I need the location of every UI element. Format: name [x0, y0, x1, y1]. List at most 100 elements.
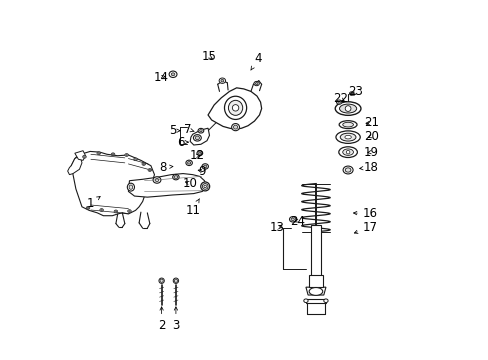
- Text: 22: 22: [332, 92, 347, 105]
- Polygon shape: [71, 152, 154, 216]
- Bar: [310, 225, 320, 276]
- Ellipse shape: [128, 210, 130, 212]
- Ellipse shape: [171, 73, 175, 76]
- Ellipse shape: [289, 217, 295, 222]
- Ellipse shape: [114, 210, 118, 213]
- Text: 24: 24: [289, 215, 304, 228]
- Ellipse shape: [340, 133, 355, 141]
- Ellipse shape: [124, 154, 128, 157]
- Ellipse shape: [203, 165, 206, 168]
- Ellipse shape: [83, 156, 85, 157]
- Ellipse shape: [127, 183, 134, 191]
- Text: 18: 18: [359, 161, 378, 174]
- Text: 8: 8: [159, 161, 173, 174]
- Bar: [308, 275, 323, 287]
- Ellipse shape: [199, 130, 202, 132]
- Text: 20: 20: [363, 130, 378, 143]
- Ellipse shape: [195, 136, 199, 140]
- Ellipse shape: [98, 153, 100, 154]
- Text: 16: 16: [353, 207, 377, 220]
- Text: 15: 15: [202, 50, 217, 63]
- Ellipse shape: [159, 278, 164, 283]
- Ellipse shape: [174, 176, 177, 179]
- Ellipse shape: [290, 218, 294, 221]
- Ellipse shape: [129, 185, 132, 189]
- Text: 23: 23: [348, 85, 363, 98]
- Ellipse shape: [342, 149, 353, 156]
- Ellipse shape: [134, 158, 136, 160]
- Polygon shape: [128, 174, 206, 197]
- Ellipse shape: [202, 164, 208, 169]
- Ellipse shape: [203, 185, 206, 188]
- Ellipse shape: [231, 123, 239, 131]
- Ellipse shape: [86, 206, 90, 209]
- Polygon shape: [305, 287, 325, 295]
- Text: 7: 7: [183, 123, 194, 136]
- Ellipse shape: [224, 96, 246, 120]
- Ellipse shape: [228, 100, 242, 115]
- Ellipse shape: [335, 131, 360, 143]
- Ellipse shape: [350, 93, 352, 94]
- Text: 1: 1: [86, 197, 100, 210]
- Ellipse shape: [339, 121, 356, 129]
- Ellipse shape: [100, 208, 103, 211]
- Ellipse shape: [335, 102, 360, 115]
- Ellipse shape: [197, 151, 203, 156]
- Ellipse shape: [343, 166, 352, 174]
- Ellipse shape: [169, 71, 177, 77]
- Polygon shape: [207, 88, 261, 129]
- Ellipse shape: [345, 106, 350, 111]
- Ellipse shape: [142, 162, 145, 165]
- Ellipse shape: [172, 175, 179, 180]
- Ellipse shape: [127, 210, 131, 212]
- Ellipse shape: [308, 288, 322, 296]
- Ellipse shape: [337, 101, 340, 103]
- Polygon shape: [67, 156, 82, 175]
- Ellipse shape: [112, 154, 114, 155]
- Ellipse shape: [155, 179, 159, 181]
- Ellipse shape: [221, 80, 224, 82]
- Ellipse shape: [342, 122, 353, 127]
- Text: 3: 3: [172, 307, 179, 332]
- Text: 12: 12: [189, 149, 204, 162]
- Ellipse shape: [198, 152, 201, 154]
- Ellipse shape: [344, 135, 350, 139]
- Ellipse shape: [134, 158, 137, 161]
- Ellipse shape: [173, 278, 178, 283]
- Ellipse shape: [97, 152, 101, 155]
- Ellipse shape: [253, 81, 259, 86]
- Text: 4: 4: [250, 52, 261, 70]
- Ellipse shape: [87, 207, 89, 208]
- Text: 2: 2: [158, 307, 165, 332]
- Polygon shape: [75, 151, 85, 160]
- Ellipse shape: [303, 299, 307, 302]
- Ellipse shape: [202, 184, 207, 189]
- Ellipse shape: [345, 168, 350, 172]
- Text: 19: 19: [363, 146, 378, 159]
- Ellipse shape: [187, 162, 190, 164]
- Ellipse shape: [201, 182, 209, 191]
- Ellipse shape: [111, 153, 115, 156]
- Text: 21: 21: [363, 116, 378, 129]
- Ellipse shape: [142, 163, 144, 165]
- Ellipse shape: [160, 279, 163, 282]
- Ellipse shape: [336, 100, 341, 104]
- Ellipse shape: [101, 209, 102, 211]
- Ellipse shape: [193, 135, 201, 141]
- Ellipse shape: [346, 150, 349, 154]
- Ellipse shape: [198, 129, 203, 133]
- Ellipse shape: [185, 160, 192, 166]
- Ellipse shape: [125, 154, 127, 156]
- Ellipse shape: [339, 104, 356, 113]
- Ellipse shape: [148, 168, 151, 171]
- Ellipse shape: [255, 82, 257, 85]
- Text: 5: 5: [169, 124, 180, 137]
- Ellipse shape: [349, 92, 353, 95]
- Polygon shape: [190, 128, 209, 145]
- Ellipse shape: [115, 211, 117, 212]
- Ellipse shape: [338, 147, 357, 157]
- Text: 17: 17: [354, 221, 377, 234]
- Text: 10: 10: [183, 177, 197, 190]
- Ellipse shape: [174, 279, 177, 282]
- Ellipse shape: [219, 78, 225, 84]
